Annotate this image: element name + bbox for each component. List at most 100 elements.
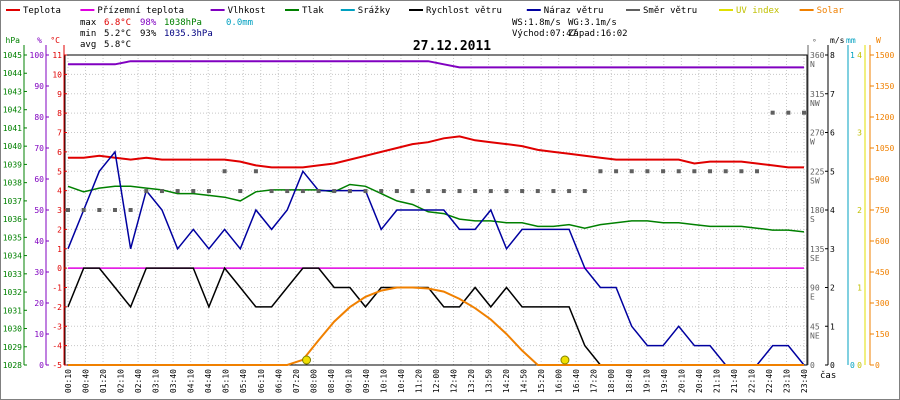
stat-min-temp: 5.2°C: [104, 29, 131, 39]
direction_points-point: [473, 189, 478, 194]
legend-label-smer: Směr větru: [643, 6, 697, 16]
legend-label-teplota: Teplota: [23, 6, 61, 16]
temperature-tick-label: -1: [52, 284, 62, 293]
pressure-tick-label: 1045: [3, 51, 22, 60]
direction_points-point: [786, 110, 791, 115]
x-tick-label: 13:20: [467, 369, 476, 393]
direction-compass-label: S: [810, 215, 815, 224]
direction_points-point: [582, 189, 587, 194]
axes: hPa1028102910301031103210331034103510361…: [3, 36, 895, 370]
direction-tick-label: 90: [810, 284, 820, 293]
direction-tick-label: 135: [810, 245, 825, 254]
pressure-tick-label: 1030: [3, 325, 22, 334]
solar-axis-label: W: [876, 36, 881, 45]
wind-tick-label: 4: [830, 206, 835, 215]
legend-label-naraz: Náraz větru: [544, 6, 604, 16]
stat-max-press: 1038hPa: [164, 18, 202, 28]
uv-tick-label: 0: [857, 361, 862, 370]
direction_points-point: [347, 189, 352, 194]
legend-label-rychlost: Rychlost větru: [426, 6, 502, 16]
direction_points-point: [379, 189, 384, 194]
x-tick-label: 04:10: [187, 369, 196, 393]
temperature-tick-label: -4: [52, 342, 62, 351]
direction_points-point: [206, 189, 211, 194]
legend-label-srazky: Srážky: [358, 6, 391, 16]
direction_points-point: [316, 189, 321, 194]
pressure-axis-label: hPa: [6, 36, 21, 45]
solar-tick-label: 900: [875, 175, 890, 184]
wind-info: WS:1.8m/s WG:3.1m/s Východ:07:47 Západ:1…: [512, 18, 628, 39]
solar-tick-label: 1200: [875, 113, 894, 122]
direction_points-point: [535, 189, 540, 194]
direction-compass-label: E: [810, 293, 815, 302]
direction_points-point: [394, 189, 399, 194]
temperature-tick-label: -5: [52, 361, 62, 370]
direction_points-point: [520, 189, 525, 194]
x-tick-label: 05:10: [222, 369, 231, 393]
x-tick-label: 05:40: [239, 369, 248, 393]
pressure-tick-label: 1031: [3, 306, 22, 315]
direction_points-point: [441, 189, 446, 194]
direction_points-point: [692, 169, 697, 174]
solar-tick-label: 300: [875, 299, 890, 308]
direction_points-point: [175, 189, 180, 194]
x-tick-label: 18:40: [625, 369, 634, 393]
legend-label-tlak: Tlak: [302, 6, 324, 16]
direction_points-point: [708, 169, 713, 174]
pressure-tick-label: 1039: [3, 160, 22, 169]
x-tick-label: 18:00: [607, 369, 616, 393]
direction_points-point: [739, 169, 744, 174]
uv-tick-label: 1: [857, 284, 862, 293]
direction-compass-label: N: [810, 60, 815, 69]
solar_curve: [68, 286, 804, 366]
wind-tick-label: 7: [830, 90, 835, 99]
uv-tick-label: 2: [857, 206, 862, 215]
temperature-tick-label: 0: [57, 264, 62, 273]
direction_points-point: [363, 189, 368, 194]
direction_points-point: [802, 110, 806, 115]
stats-block: max 6.8°C 98% 1038hPa 0.0mm min 5.2°C 93…: [80, 18, 253, 50]
direction_points-point: [723, 169, 728, 174]
x-tick-label: 19:40: [660, 369, 669, 393]
x-tick-label: 02:40: [134, 369, 143, 393]
humidity-tick-label: 80: [34, 113, 44, 122]
direction-tick-label: 270: [810, 129, 825, 138]
pressure-tick-label: 1037: [3, 197, 22, 206]
direction_points-point: [629, 169, 634, 174]
direction_points-point: [457, 189, 462, 194]
stat-max-hum: 98%: [140, 18, 157, 28]
sunrise-marker: [302, 355, 312, 365]
direction-tick-label: 0: [810, 361, 815, 370]
direction-axis-label: °: [812, 38, 817, 47]
temperature-tick-label: 9: [57, 90, 62, 99]
x-tick-label: 09:10: [344, 369, 353, 393]
temperature-axis-label: °C: [50, 36, 60, 45]
legend-label-uv: UV index: [736, 6, 780, 16]
direction-compass-label: NW: [810, 99, 820, 108]
direction-compass-label: SE: [810, 254, 820, 263]
direction_points-point: [66, 208, 70, 212]
direction_points-point: [112, 208, 117, 212]
x-tick-label: 09:40: [362, 369, 371, 393]
solar-tick-label: 600: [875, 237, 890, 246]
x-tick-label: 01:20: [99, 369, 108, 393]
direction-tick-label: 45: [810, 322, 820, 331]
temperature-tick-label: -3: [52, 322, 62, 331]
x-tick-label: 06:40: [274, 369, 283, 393]
humidity-tick-label: 20: [34, 299, 44, 308]
x-tick-label: 14:50: [520, 369, 529, 393]
pressure-tick-label: 1032: [3, 288, 22, 297]
pressure-tick-label: 1028: [3, 361, 22, 370]
gust_line: [67, 150, 805, 366]
wind-tick-label: 5: [830, 167, 835, 176]
direction_points-point: [300, 189, 305, 194]
direction-compass-label: W: [810, 138, 815, 147]
x-tick-label: 08:00: [309, 369, 318, 393]
direction_points-point: [285, 189, 290, 194]
rain-tick-label: 1: [850, 51, 855, 60]
direction_points-point: [645, 169, 650, 174]
sunrise-info: Východ:07:47: [512, 29, 577, 39]
x-tick-label: 12:40: [450, 369, 459, 393]
pressure-tick-label: 1038: [3, 179, 22, 188]
